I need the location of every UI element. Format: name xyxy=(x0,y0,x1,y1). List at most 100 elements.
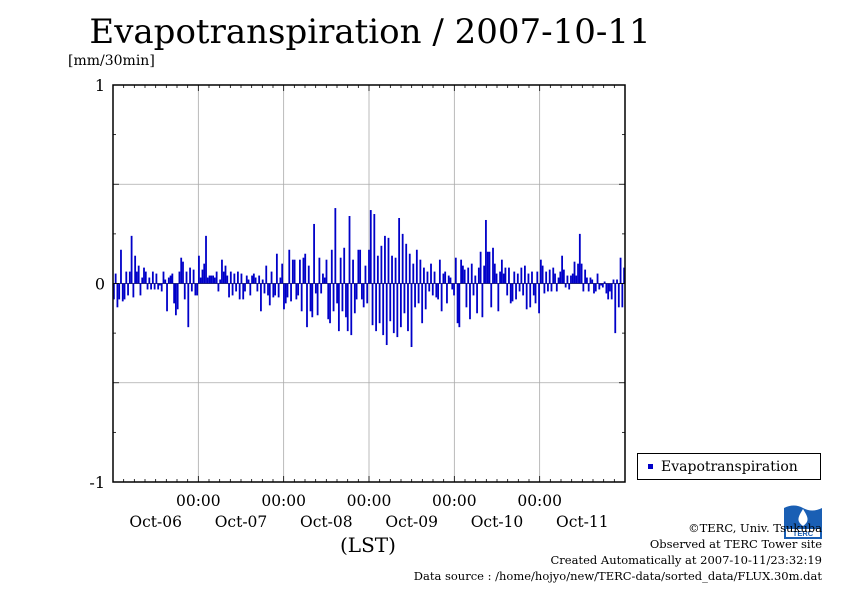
data-bar xyxy=(245,275,248,284)
data-bar xyxy=(557,277,560,284)
data-bar xyxy=(476,283,478,314)
data-bar xyxy=(160,283,163,292)
data-bar xyxy=(332,283,335,312)
data-bar xyxy=(167,277,170,284)
data-bar xyxy=(384,235,386,284)
data-bar xyxy=(323,277,326,284)
data-bar xyxy=(547,283,549,292)
data-bar xyxy=(137,265,140,284)
data-bar xyxy=(594,283,597,292)
data-bar xyxy=(148,277,151,284)
data-bar xyxy=(584,269,587,284)
data-bar xyxy=(424,283,427,310)
data-bar xyxy=(212,275,214,284)
data-bar xyxy=(373,214,376,284)
data-bar xyxy=(586,277,588,284)
data-bar xyxy=(447,275,450,284)
data-bar xyxy=(582,283,585,292)
observed-text: Observed at TERC Tower site xyxy=(649,537,822,551)
data-bar xyxy=(359,249,362,284)
data-bar xyxy=(226,275,229,284)
data-bar xyxy=(437,283,439,300)
data-bar xyxy=(412,263,415,284)
data-bar xyxy=(125,271,128,284)
data-bar xyxy=(121,283,124,302)
data-bar xyxy=(453,283,455,296)
data-bar xyxy=(410,283,413,348)
data-bar xyxy=(568,283,571,290)
data-bar xyxy=(431,283,434,296)
data-bar xyxy=(589,277,592,284)
data-bar xyxy=(295,283,298,300)
data-bar xyxy=(376,255,379,284)
data-bar xyxy=(176,283,179,310)
x-date-label: Oct-09 xyxy=(385,513,438,531)
data-bar xyxy=(228,283,230,298)
data-bar xyxy=(134,255,137,284)
data-bar xyxy=(469,283,471,320)
x-date-label: Oct-11 xyxy=(556,513,609,531)
data-bar xyxy=(499,271,502,284)
data-bar xyxy=(173,283,176,304)
data-bar xyxy=(316,283,319,316)
data-bar xyxy=(555,283,558,292)
data-bar xyxy=(612,279,615,284)
data-bar xyxy=(617,283,620,308)
data-bar xyxy=(272,283,275,298)
chart-title: Evapotranspiration / 2007-10-11 xyxy=(89,12,651,52)
data-bar xyxy=(352,259,354,284)
data-bar xyxy=(601,283,604,288)
data-bar xyxy=(522,283,525,296)
data-bar xyxy=(361,283,363,300)
x-date-label: Oct-06 xyxy=(129,513,182,531)
data-bar xyxy=(472,283,475,296)
data-bar xyxy=(182,261,184,284)
data-bar xyxy=(444,271,447,284)
data-bar xyxy=(621,283,624,308)
data-bar xyxy=(136,271,138,284)
data-bar xyxy=(566,275,569,284)
data-bar xyxy=(171,273,174,284)
data-bar xyxy=(224,265,227,284)
x-date-label: Oct-10 xyxy=(471,513,524,531)
data-bar xyxy=(578,233,581,284)
data-bar xyxy=(283,283,285,310)
data-bar xyxy=(343,247,346,284)
data-bar xyxy=(339,257,342,284)
data-bar xyxy=(293,259,296,284)
data-bar xyxy=(155,273,158,284)
data-bar xyxy=(607,283,610,300)
data-bar xyxy=(414,283,416,308)
data-bar xyxy=(330,249,333,284)
data-bar xyxy=(531,271,533,284)
data-bar xyxy=(297,283,300,296)
data-bar xyxy=(164,279,167,284)
data-bar xyxy=(217,283,220,292)
data-bar xyxy=(481,283,484,318)
data-bar xyxy=(415,249,418,284)
y-axis-unit-label: [mm/30min] xyxy=(68,53,155,69)
data-bar xyxy=(456,283,459,324)
data-bar xyxy=(341,283,344,312)
data-bar xyxy=(183,283,186,300)
data-bar xyxy=(616,279,618,284)
data-bar xyxy=(213,277,216,284)
data-bar xyxy=(515,283,517,300)
data-bar xyxy=(389,283,392,322)
data-bar xyxy=(199,277,202,284)
data-bar xyxy=(221,259,223,284)
data-bar xyxy=(543,283,546,294)
data-bar xyxy=(198,255,200,284)
data-bar xyxy=(260,283,262,312)
data-bar xyxy=(215,271,218,284)
data-bar xyxy=(403,283,406,314)
data-bar xyxy=(345,283,347,318)
y-tick-label: 1 xyxy=(95,76,105,95)
data-bars xyxy=(112,208,626,348)
data-bar xyxy=(146,283,149,290)
data-bar xyxy=(545,271,548,284)
data-bar xyxy=(304,253,307,284)
data-bar xyxy=(327,283,330,320)
data-bar xyxy=(299,259,301,284)
data-bar xyxy=(401,233,404,284)
